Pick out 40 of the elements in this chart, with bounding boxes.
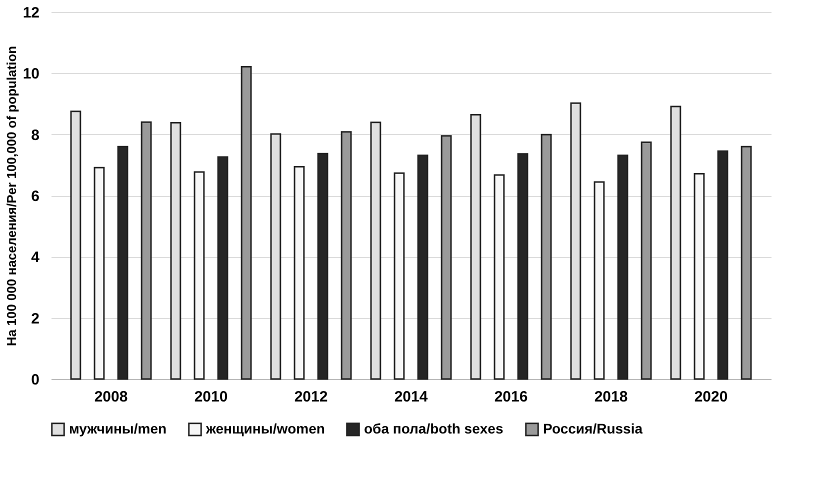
y-tick-label: 6 xyxy=(31,188,40,205)
bar xyxy=(440,135,452,380)
bar xyxy=(494,174,505,380)
y-tick-label: 0 xyxy=(31,372,40,388)
y-tick-label: 4 xyxy=(31,249,40,266)
y-tick-label: 8 xyxy=(31,126,40,144)
x-tick-label: 2010 xyxy=(194,388,228,406)
y-tick-label: 12 xyxy=(22,4,40,22)
bar xyxy=(540,134,552,380)
y-axis-title: На 100 000 населения/Per 100,000 of population xyxy=(4,46,19,346)
x-tick-label: 2020 xyxy=(694,388,728,406)
bar xyxy=(117,146,128,380)
bar xyxy=(517,153,528,380)
bar xyxy=(194,171,205,380)
x-tick-label: 2016 xyxy=(494,388,528,406)
bar xyxy=(640,142,652,380)
bar xyxy=(417,154,428,380)
y-tick-label: 2 xyxy=(31,310,40,328)
x-tick-label: 2018 xyxy=(594,388,628,406)
bar xyxy=(140,121,152,380)
legend-label: женщины/women xyxy=(205,420,325,436)
y-tick-label: 10 xyxy=(22,66,40,83)
bar xyxy=(717,150,728,380)
legend-label: Россия/Russia xyxy=(543,420,643,436)
x-tick-label: 2012 xyxy=(294,388,328,406)
bar xyxy=(394,172,405,380)
bar xyxy=(694,173,705,380)
x-tick-label: 2008 xyxy=(94,388,128,406)
bar xyxy=(240,66,252,380)
bar xyxy=(294,166,305,380)
x-tick-label: 2014 xyxy=(394,388,428,406)
bar xyxy=(594,181,605,380)
bar xyxy=(740,146,752,380)
bar xyxy=(217,156,228,380)
legend-label: оба пола/both sexes xyxy=(364,420,504,436)
bar xyxy=(317,152,328,380)
bar xyxy=(617,154,628,380)
legend-label: мужчины/men xyxy=(69,420,167,436)
bar xyxy=(340,131,352,380)
bar xyxy=(94,166,105,380)
